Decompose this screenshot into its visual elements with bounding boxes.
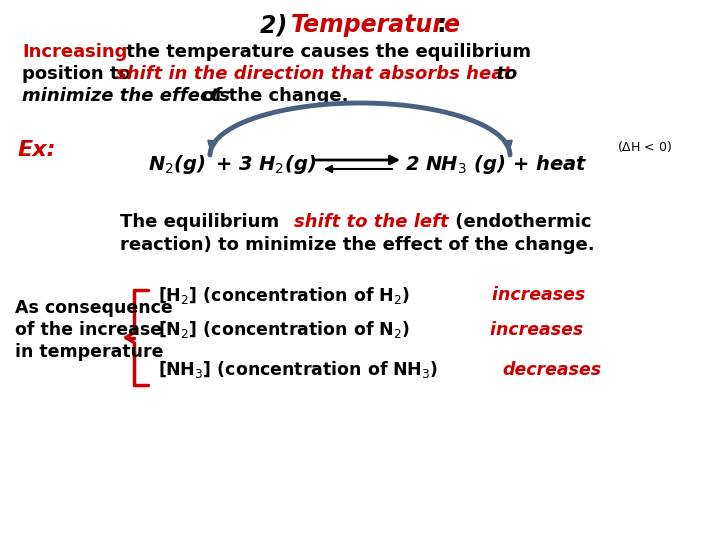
Text: reaction) to minimize the effect of the change.: reaction) to minimize the effect of the … (120, 236, 595, 254)
Text: [NH$_3$] (concentration of NH$_3$): [NH$_3$] (concentration of NH$_3$) (158, 360, 438, 381)
Text: 2 NH$_3$ (g) + heat: 2 NH$_3$ (g) + heat (405, 152, 588, 176)
Text: [H$_2$] (concentration of H$_2$): [H$_2$] (concentration of H$_2$) (158, 285, 410, 306)
Text: in temperature: in temperature (15, 343, 163, 361)
Text: to: to (490, 65, 517, 83)
Text: :: : (436, 13, 446, 37)
Text: the temperature causes the equilibrium: the temperature causes the equilibrium (120, 43, 531, 61)
Text: minimize the effects: minimize the effects (22, 87, 230, 105)
Text: [N$_2$] (concentration of N$_2$): [N$_2$] (concentration of N$_2$) (158, 320, 410, 341)
Text: decreases: decreases (502, 361, 601, 379)
Text: of the increase: of the increase (15, 321, 162, 339)
Text: increases: increases (484, 321, 583, 339)
Text: ($\Delta$H < 0): ($\Delta$H < 0) (617, 138, 672, 153)
Text: shift to the left: shift to the left (294, 213, 449, 231)
Text: Increasing: Increasing (22, 43, 127, 61)
Text: The equilibrium: The equilibrium (120, 213, 285, 231)
Text: of the change.: of the change. (196, 87, 348, 105)
Text: + 3 H$_2$(g): + 3 H$_2$(g) (215, 152, 316, 176)
Text: increases: increases (486, 286, 585, 304)
Text: N$_2$(g): N$_2$(g) (148, 152, 206, 176)
Text: shift in the direction that absorbs heat: shift in the direction that absorbs heat (116, 65, 512, 83)
Text: As consequence: As consequence (15, 299, 173, 317)
Text: Ex:: Ex: (18, 140, 56, 160)
Text: 2): 2) (260, 13, 295, 37)
Text: (endothermic: (endothermic (449, 213, 592, 231)
Text: Temperature: Temperature (291, 13, 461, 37)
Text: position to: position to (22, 65, 137, 83)
